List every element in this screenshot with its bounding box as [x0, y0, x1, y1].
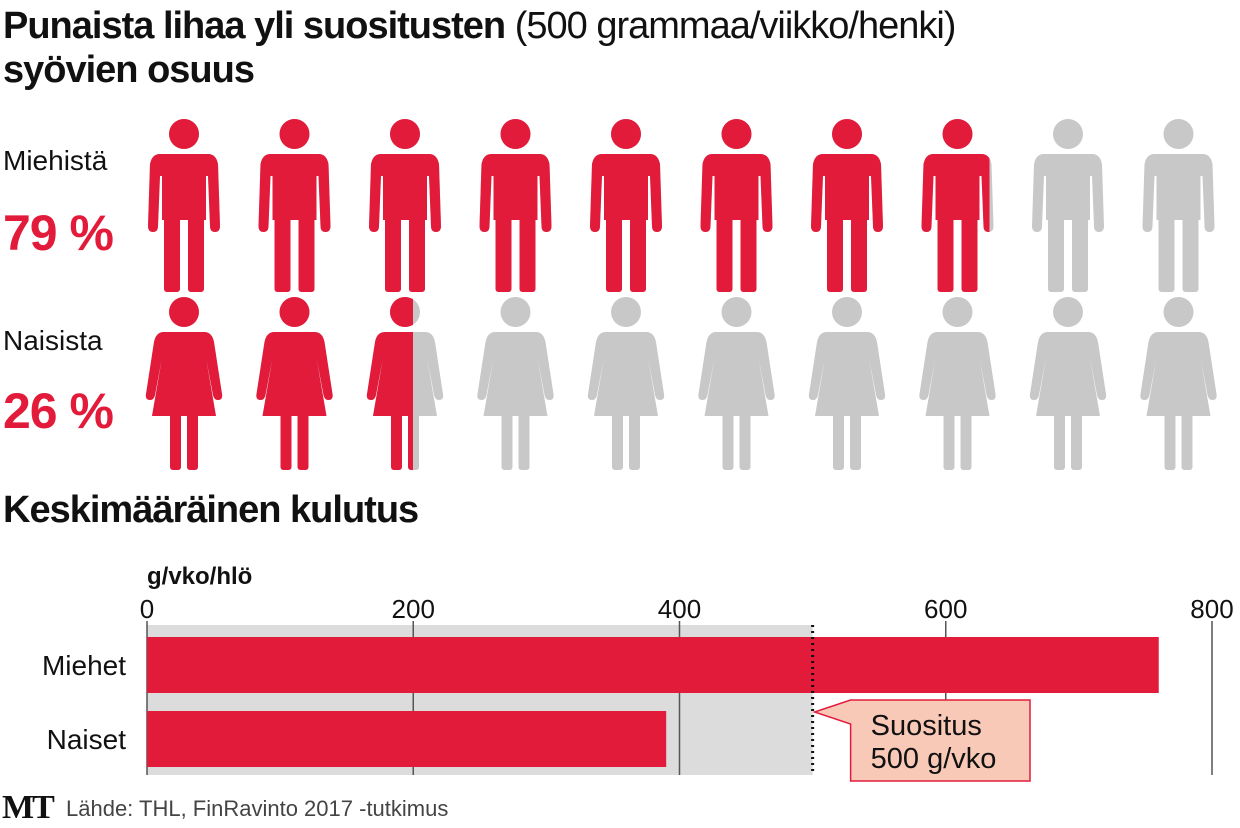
person-icon — [700, 119, 773, 292]
icon-base — [1140, 297, 1217, 470]
value-label: 26 % — [3, 383, 114, 439]
person-icon — [145, 297, 223, 470]
person-icon — [256, 297, 333, 470]
person-icon — [808, 297, 886, 470]
bar — [147, 711, 667, 767]
axis-label: g/vko/hlö — [147, 563, 252, 590]
title-line2: syövien osuus — [3, 49, 254, 91]
person-icon — [1029, 297, 1107, 470]
icon-fill — [145, 297, 223, 470]
icon-fill — [148, 119, 220, 292]
icon-fill — [921, 119, 990, 292]
person-icon — [369, 119, 441, 292]
icon-base — [587, 297, 665, 470]
title-bold: Punaista lihaa yli suositusten — [3, 5, 505, 47]
person-icon — [587, 297, 665, 470]
person-icon — [477, 297, 554, 470]
x-tick-label: 600 — [924, 594, 967, 624]
icon-base — [808, 297, 886, 470]
icon-fill — [811, 119, 883, 292]
bar-title: Keskimääräinen kulutus — [3, 489, 418, 531]
value-label: 79 % — [3, 205, 114, 261]
title-normal: (500 grammaa/viikko/henki) — [515, 5, 956, 47]
x-tick-label: 0 — [140, 594, 154, 624]
icon-fill — [258, 119, 331, 292]
icon-fill — [700, 119, 773, 292]
person-icon — [590, 119, 662, 292]
icon-base — [919, 297, 996, 470]
person-icon — [258, 119, 331, 292]
category-label: Miehet — [42, 650, 126, 681]
person-icon — [148, 119, 220, 292]
icon-base — [477, 297, 554, 470]
x-tick-label: 800 — [1190, 594, 1233, 624]
person-icon — [1140, 297, 1217, 470]
title: Punaista lihaa yli suositusten (500 gram… — [3, 5, 955, 47]
icon-fill — [590, 119, 662, 292]
category-label: Naiset — [47, 724, 127, 755]
person-icon — [698, 297, 775, 470]
row-label: Naisista — [3, 325, 103, 356]
source: Lähde: THL, FinRavinto 2017 -tutkimus — [66, 796, 448, 821]
icon-base — [1029, 297, 1107, 470]
icon-base — [1032, 119, 1104, 292]
x-tick-label: 200 — [392, 594, 435, 624]
icon-fill — [369, 119, 441, 292]
icon-fill — [366, 297, 413, 470]
row-label: Miehistä — [3, 145, 108, 176]
person-icon — [919, 297, 996, 470]
person-icon — [479, 119, 552, 292]
icon-base — [1142, 119, 1215, 292]
annotation-box — [812, 699, 1031, 782]
person-icon — [1032, 119, 1104, 292]
person-icon — [811, 119, 883, 292]
person-icon — [1142, 119, 1215, 292]
annotation-text: Suositus — [871, 710, 982, 742]
person-icon — [366, 297, 444, 470]
bar — [147, 637, 1159, 693]
icon-fill — [479, 119, 552, 292]
icon-fill — [256, 297, 333, 470]
icon-base — [698, 297, 775, 470]
logo: MT — [2, 789, 55, 826]
person-icon — [921, 119, 994, 292]
annotation-text: 500 g/vko — [871, 743, 997, 775]
x-tick-label: 400 — [658, 594, 701, 624]
